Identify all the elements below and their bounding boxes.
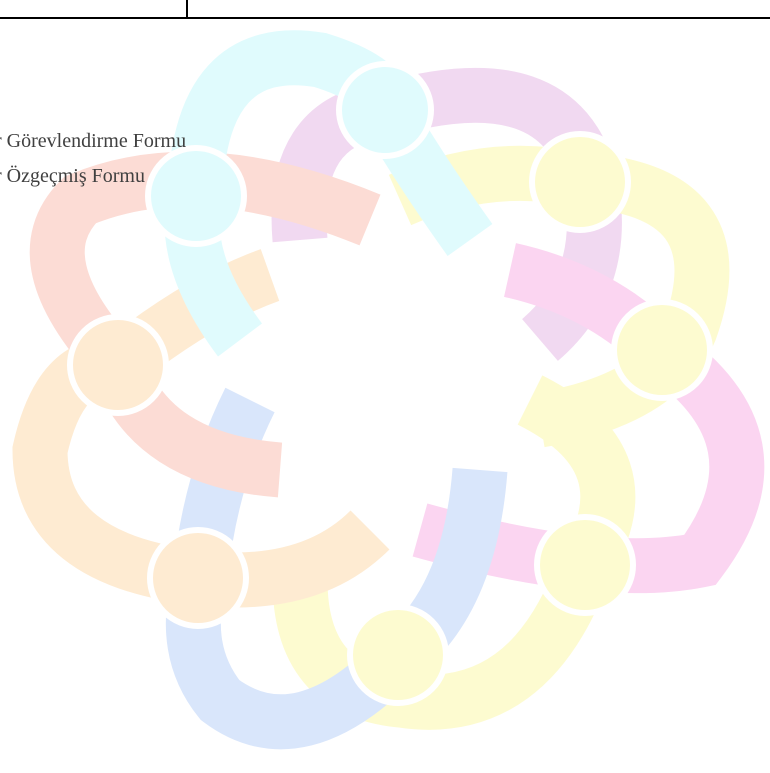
logo-circle — [148, 148, 244, 244]
logo-circle — [532, 134, 628, 230]
logo-circle — [537, 517, 633, 613]
list-item: r Özgeçmiş Formu — [0, 165, 145, 188]
page: r Görevlendirme Formu r Özgeçmiş Formu (… — [0, 0, 770, 773]
logo-circle — [339, 64, 431, 156]
list-item: r Görevlendirme Formu — [0, 130, 186, 153]
watermark-logo — [0, 0, 770, 773]
logo-circle — [350, 607, 446, 703]
logo-circle — [70, 317, 166, 413]
logo-circle — [614, 302, 710, 398]
logo-circle — [150, 530, 246, 626]
